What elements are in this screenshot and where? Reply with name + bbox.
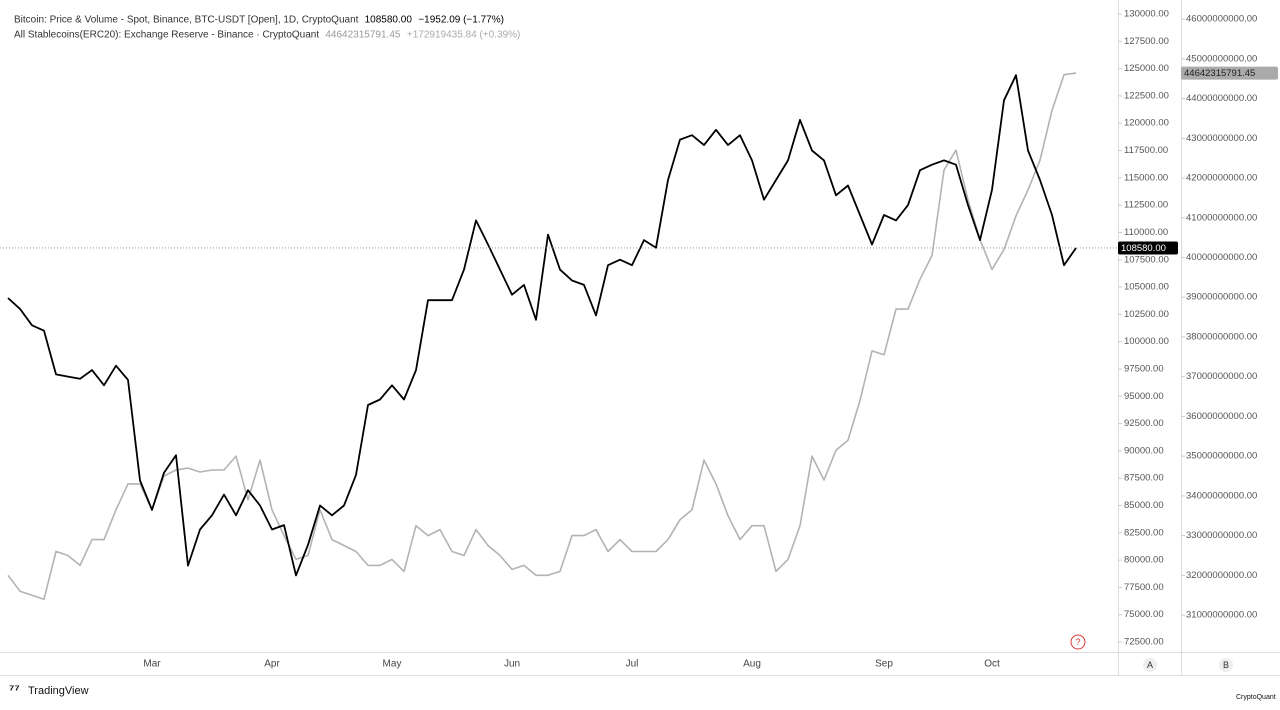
- last-value-box: [1118, 241, 1178, 255]
- y2-tick-label: 37000000000.00: [1186, 371, 1257, 382]
- y-tick-label: 82500.00: [1124, 527, 1164, 538]
- scale-label[interactable]: A: [1147, 660, 1153, 670]
- x-tick-label: Oct: [984, 659, 1000, 670]
- y2-tick-label: 34000000000.00: [1186, 490, 1257, 501]
- x-tick-label: Jul: [626, 659, 639, 670]
- help-text[interactable]: ?: [1075, 637, 1080, 647]
- y-tick-label: 127500.00: [1124, 36, 1169, 47]
- scale-button[interactable]: [1219, 658, 1233, 672]
- y2-tick-label: 35000000000.00: [1186, 451, 1257, 462]
- y2-tick-label: 40000000000.00: [1186, 252, 1257, 263]
- x-tick-label: Mar: [143, 659, 161, 670]
- x-tick-label: Aug: [743, 659, 761, 670]
- last-value: 44642315791.45: [325, 30, 401, 41]
- x-tick-label: Jun: [504, 659, 520, 670]
- y-tick-label: 107500.00: [1124, 254, 1169, 265]
- last-value-box: [1181, 66, 1278, 80]
- y2-tick-label: 32000000000.00: [1186, 570, 1257, 581]
- y2-tick-label: 36000000000.00: [1186, 411, 1257, 422]
- y2-tick-label: 45000000000.00: [1186, 53, 1257, 64]
- y2-tick-label: 46000000000.00: [1186, 14, 1257, 25]
- y-tick-label: 100000.00: [1124, 336, 1169, 347]
- series-title: Bitcoin: Price & Volume - Spot, Binance,…: [14, 15, 359, 26]
- y-tick-label: 120000.00: [1124, 118, 1169, 129]
- y-tick-label: 110000.00: [1124, 227, 1168, 238]
- y2-tick-label: 43000000000.00: [1186, 133, 1257, 144]
- y2-tick-label: 44000000000.00: [1186, 93, 1257, 104]
- last-value: 108580.00: [365, 15, 413, 26]
- y-tick-label: 102500.00: [1124, 309, 1169, 320]
- y2-tick-label: 33000000000.00: [1186, 530, 1257, 541]
- brand-name: TradingView: [28, 685, 89, 697]
- change: +172919435.84 (+0.39%): [407, 30, 520, 41]
- series-line: [7, 72, 1077, 600]
- y-tick-label: 105000.00: [1124, 282, 1169, 293]
- y-tick-label: 85000.00: [1124, 500, 1164, 511]
- y2-tick-label: 42000000000.00: [1186, 173, 1257, 184]
- y-tick-label: 125000.00: [1124, 63, 1169, 74]
- y-tick-label: 87500.00: [1124, 473, 1164, 484]
- y-tick-label: 80000.00: [1124, 555, 1164, 566]
- x-tick-label: Sep: [875, 659, 893, 670]
- y2-tick-label: 39000000000.00: [1186, 292, 1257, 303]
- y2-tick-label: 38000000000.00: [1186, 331, 1257, 342]
- brand-logo: ⁷⁷: [9, 681, 20, 696]
- last-value-label: 44642315791.45: [1184, 68, 1255, 79]
- y-tick-label: 92500.00: [1124, 418, 1164, 429]
- y-tick-label: 90000.00: [1124, 445, 1164, 456]
- scale-label[interactable]: B: [1223, 660, 1229, 670]
- y-tick-label: 130000.00: [1124, 9, 1169, 20]
- last-value-label: 108580.00: [1121, 243, 1166, 254]
- series-line: [7, 74, 1077, 577]
- change: −1952.09 (−1.77%): [418, 15, 504, 26]
- help-icon[interactable]: [1070, 634, 1086, 650]
- y-tick-label: 72500.00: [1124, 637, 1164, 648]
- source: CryptoQuant: [1236, 694, 1276, 701]
- y-tick-label: 117500.00: [1124, 145, 1168, 156]
- series-title: All Stablecoins(ERC20): Exchange Reserve…: [14, 30, 319, 41]
- y-tick-label: 75000.00: [1124, 609, 1164, 620]
- y2-tick-label: 41000000000.00: [1186, 212, 1257, 223]
- y-tick-label: 77500.00: [1124, 582, 1164, 593]
- y-tick-label: 115000.00: [1124, 172, 1168, 183]
- y2-tick-label: 31000000000.00: [1186, 610, 1257, 621]
- scale-button[interactable]: [1143, 658, 1157, 672]
- y-tick-label: 97500.00: [1124, 363, 1164, 374]
- y-tick-label: 122500.00: [1124, 90, 1169, 101]
- y-tick-label: 112500.00: [1124, 200, 1168, 211]
- x-tick-label: Apr: [264, 659, 280, 670]
- x-tick-label: May: [383, 659, 402, 670]
- y-tick-label: 95000.00: [1124, 391, 1164, 402]
